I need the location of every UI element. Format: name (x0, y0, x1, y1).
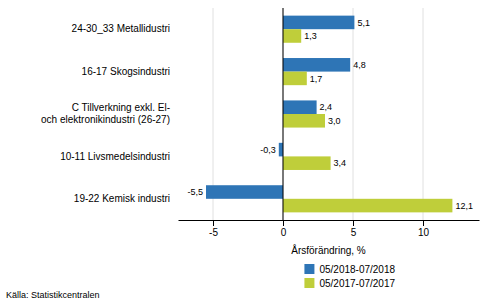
bar (283, 58, 350, 72)
y-tick-label-line: 16-17 Skogsindustri (82, 66, 170, 77)
y-tick: 16-17 Skogsindustri (82, 66, 170, 77)
bar (279, 143, 283, 157)
zero-line (283, 8, 284, 220)
data-label: 1,7 (310, 74, 323, 84)
data-label: 4,8 (353, 60, 366, 70)
y-tick-label-line: 24-30_33 Metallidustri (72, 23, 170, 34)
grid-line (353, 8, 354, 220)
plot: -5 0 5 10 24-30_33 Metallidustri 16-17 Skogsi… (41, 8, 479, 238)
bar (206, 185, 283, 199)
y-tick: 19-22 Kemisk industri (74, 193, 170, 204)
y-tick-label-line: och elektronikindustri (26-27) (41, 114, 170, 125)
y-tick-label: C Tillverkning exkl. El-och elektronikin… (41, 102, 170, 125)
data-labels: -5,5 -0,3 2,4 4,8 5,1 12,1 3,4 3,0 1,7 1,3 (187, 18, 472, 211)
bar (283, 114, 325, 128)
bar (283, 199, 452, 213)
x-tick-mark (283, 220, 284, 226)
bars (206, 16, 452, 213)
x-tick-label: 10 (418, 227, 430, 238)
y-tick-label: 16-17 Skogsindustri (82, 66, 170, 77)
x-axis-title: Årsförändring, % (291, 244, 366, 256)
x-tick-label: -5 (209, 227, 218, 238)
source-note: Källa: Statistikcentralen (6, 290, 100, 300)
bar (283, 72, 307, 86)
data-label: -0,3 (260, 145, 276, 155)
data-label: 2,4 (320, 102, 333, 112)
y-tick-label-line: 19-22 Kemisk industri (74, 193, 170, 204)
y-tick-label: 19-22 Kemisk industri (74, 193, 170, 204)
grid-line (283, 8, 284, 220)
x-tick-mark (213, 220, 214, 226)
x-tick: -5 (209, 220, 218, 238)
legend-label: 05/2018-07/2018 (319, 264, 395, 275)
grid-line (423, 8, 424, 220)
y-tick: C Tillverkning exkl. El-och elektronikin… (41, 102, 170, 125)
data-label: -5,5 (187, 187, 203, 197)
x-tick-mark (353, 220, 354, 226)
data-label: 12,1 (455, 201, 473, 211)
x-tick: 0 (281, 220, 287, 238)
data-label: 3,4 (334, 158, 347, 168)
legend-swatch (304, 264, 314, 274)
y-axis: 24-30_33 Metallidustri 16-17 Skogsindustr… (41, 23, 170, 204)
legend-label: 05/2017-07/2017 (319, 278, 395, 289)
data-label: 3,0 (328, 116, 341, 126)
x-tick: 5 (351, 220, 357, 238)
legend-item: 05/2017-07/2017 (304, 278, 395, 289)
y-tick-label: 24-30_33 Metallidustri (72, 23, 170, 34)
bar (283, 100, 317, 114)
x-tick-label: 0 (281, 227, 287, 238)
x-tick: 10 (418, 220, 430, 238)
x-tick-label: 5 (351, 227, 357, 238)
y-tick-label-line: C Tillverkning exkl. El- (72, 102, 170, 113)
x-axis-line (179, 220, 480, 221)
legend-swatch (304, 278, 314, 288)
legend-item: 05/2018-07/2018 (304, 264, 395, 275)
y-tick-label-line: 10-11 Livsmedelsindustri (60, 151, 170, 162)
legend: 05/2018-07/2018 05/2017-07/2017 (304, 264, 395, 289)
y-tick: 24-30_33 Metallidustri (72, 23, 170, 34)
data-label: 1,3 (304, 31, 317, 41)
y-tick-label: 10-11 Livsmedelsindustri (60, 151, 170, 162)
bar (283, 16, 354, 30)
bar (283, 156, 331, 170)
x-axis: -5 0 5 10 (179, 220, 480, 238)
data-label: 5,1 (357, 18, 370, 28)
y-tick: 10-11 Livsmedelsindustri (60, 151, 170, 162)
x-tick-mark (423, 220, 424, 226)
bar (283, 29, 301, 43)
chart: -5 0 5 10 24-30_33 Metallidustri 16-17 Skogsi… (0, 0, 493, 304)
